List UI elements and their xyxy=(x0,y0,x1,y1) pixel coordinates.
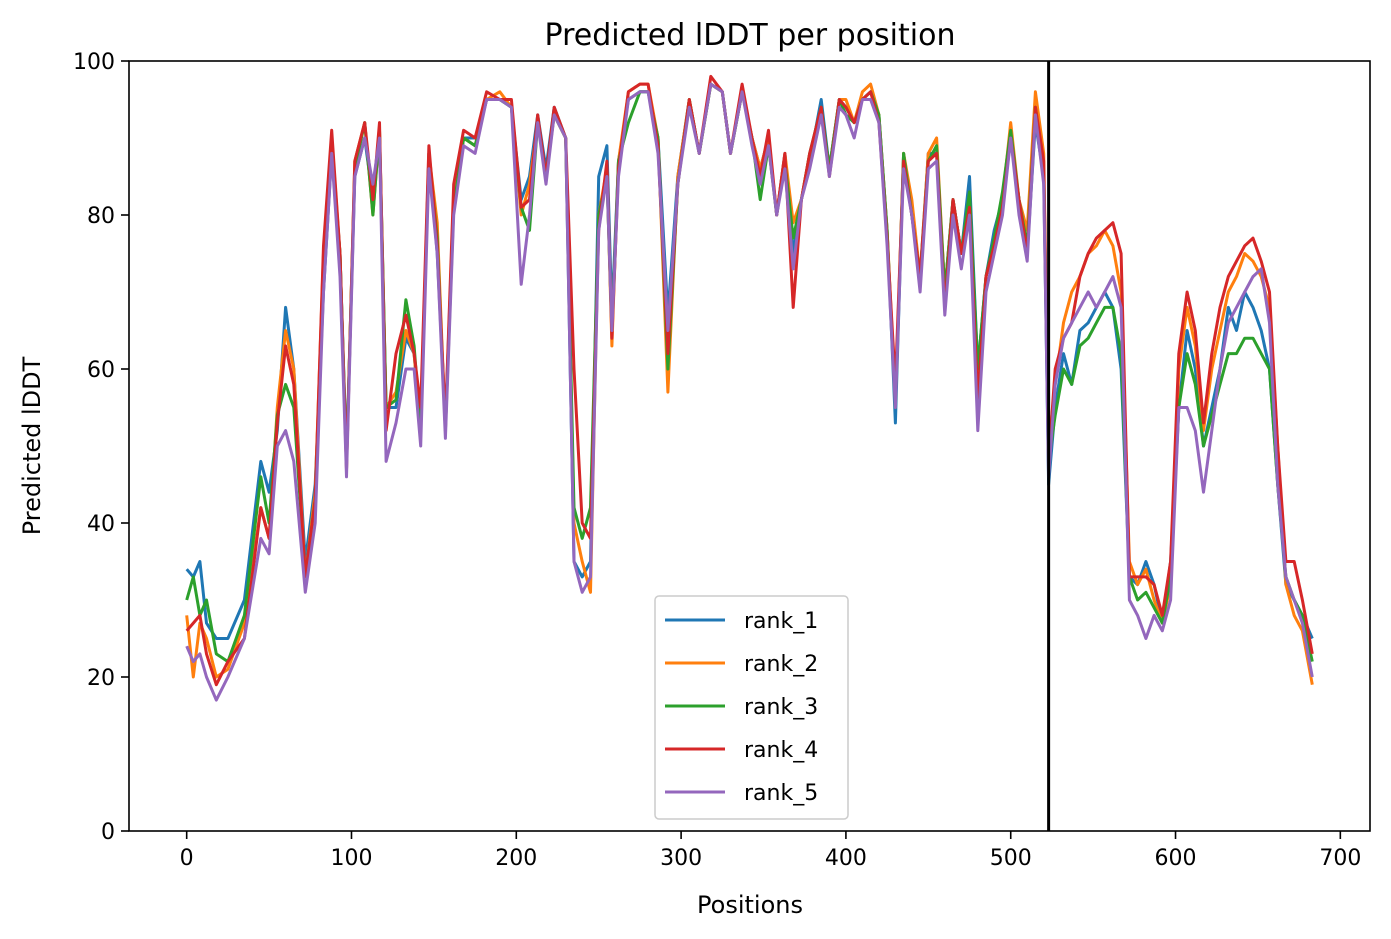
y-axis-ticks: 0 20 40 60 80 100 xyxy=(73,50,129,845)
y-axis-label: Predicted lDDT xyxy=(18,356,46,535)
legend-label-rank-2: rank_2 xyxy=(744,652,818,677)
y-tick-label: 40 xyxy=(87,512,115,537)
legend-label-rank-3: rank_3 xyxy=(744,695,818,720)
x-tick-label: 500 xyxy=(990,846,1032,871)
legend-items: rank_1 rank_2 rank_3 rank_4 rank_5 xyxy=(665,609,818,806)
axes-frame xyxy=(128,60,1371,832)
legend: rank_1 rank_2 rank_3 rank_4 rank_5 xyxy=(654,595,849,820)
x-tick-label: 700 xyxy=(1319,846,1361,871)
x-tick-label: 200 xyxy=(495,846,537,871)
series-line-rank-5 xyxy=(185,82,1314,702)
y-tick-label: 20 xyxy=(87,666,115,691)
y-tick-label: 0 xyxy=(101,820,115,845)
x-tick-label: 0 xyxy=(180,846,194,871)
legend-label-rank-1: rank_1 xyxy=(744,609,818,634)
x-axis-ticks: 0 100 200 300 400 500 600 700 xyxy=(180,831,1361,871)
legend-box xyxy=(654,595,849,820)
series-layer xyxy=(185,74,1314,702)
plot-area xyxy=(128,60,1371,832)
y-tick-label: 100 xyxy=(73,50,115,75)
x-tick-label: 600 xyxy=(1155,846,1197,871)
y-tick-label: 60 xyxy=(87,358,115,383)
x-axis-label: Positions xyxy=(697,891,803,919)
x-tick-label: 300 xyxy=(660,846,702,871)
x-tick-label: 400 xyxy=(825,846,867,871)
x-tick-label: 100 xyxy=(330,846,372,871)
y-tick-label: 80 xyxy=(87,204,115,229)
chart-title: Predicted lDDT per position xyxy=(545,18,956,53)
legend-label-rank-4: rank_4 xyxy=(744,738,818,763)
legend-label-rank-5: rank_5 xyxy=(744,781,818,806)
